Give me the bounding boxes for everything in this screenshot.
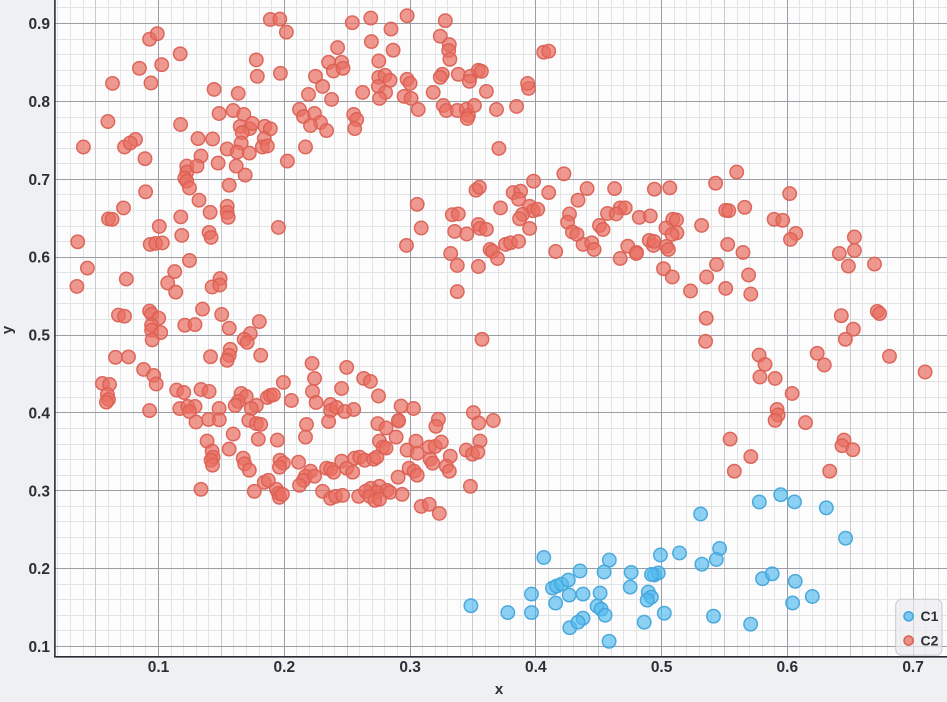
svg-text:0.9: 0.9 — [28, 16, 50, 33]
svg-text:0.1: 0.1 — [148, 659, 170, 676]
svg-text:0.5: 0.5 — [28, 328, 50, 345]
svg-text:y: y — [0, 325, 16, 334]
svg-text:x: x — [495, 681, 504, 697]
svg-text:0.7: 0.7 — [28, 172, 50, 189]
svg-text:0.7: 0.7 — [902, 659, 924, 676]
svg-text:0.6: 0.6 — [28, 250, 50, 267]
svg-text:0.3: 0.3 — [399, 659, 421, 676]
svg-text:0.5: 0.5 — [651, 659, 673, 676]
svg-text:0.2: 0.2 — [28, 561, 50, 578]
svg-text:0.2: 0.2 — [274, 659, 296, 676]
svg-text:0.1: 0.1 — [28, 639, 50, 656]
svg-text:0.4: 0.4 — [28, 405, 50, 422]
svg-text:0.3: 0.3 — [28, 483, 50, 500]
svg-text:0.6: 0.6 — [777, 659, 799, 676]
svg-text:0.8: 0.8 — [28, 94, 50, 111]
svg-text:C1: C1 — [921, 608, 939, 624]
svg-text:C2: C2 — [921, 632, 939, 648]
svg-text:0.4: 0.4 — [525, 659, 547, 676]
